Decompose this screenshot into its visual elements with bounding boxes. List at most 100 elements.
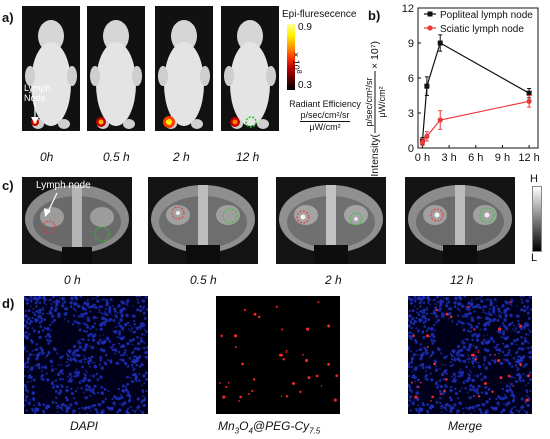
micrograph-signal [92,374,96,378]
micrograph-signal [24,395,29,399]
micrograph-signal [59,413,62,414]
micrograph-signal [98,335,101,337]
micrograph-signal [45,303,47,306]
micrograph-signal [72,397,76,400]
micrograph-signal [525,398,529,402]
micrograph-signal [440,352,443,355]
micrograph-signal [113,395,117,399]
micrograph-signal [422,402,425,405]
micrograph-signal [469,325,474,329]
micrograph-signal [43,301,46,304]
micrograph-signal [495,346,498,349]
micrograph-signal [511,407,514,410]
micrograph-signal [486,334,489,336]
micrograph-signal [501,362,504,365]
micrograph-signal [517,410,521,413]
micrograph-signal [514,330,517,333]
micrograph-signal [485,298,488,301]
micrograph-signal [419,343,422,346]
scale-high-label: H [530,173,538,185]
micrograph-signal [125,387,127,389]
micrograph-signal [53,318,57,322]
micrograph-signal [42,403,46,406]
micrograph-signal [452,372,456,376]
micrograph-signal [485,312,488,315]
micrograph-signal [317,301,320,304]
micrograph-signal [146,346,148,349]
micrograph-signal [126,375,129,379]
micrograph-signal [415,340,418,344]
micrograph-signal [483,411,488,414]
micrograph-signal [69,305,73,308]
mri-image-2h [276,177,386,264]
colorbar-min: 0.3 [298,80,312,91]
micrograph-signal [412,334,415,338]
micrograph-signal [103,361,106,364]
micrograph-signal [54,368,57,370]
micrograph-signal [476,374,480,378]
micrograph-signal [118,342,121,345]
micrograph-signal [135,409,137,411]
micrograph-signal [504,393,507,396]
micrograph-signal [32,329,36,333]
micrograph-signal [107,390,110,393]
micrograph-signal [139,328,142,330]
micrograph-signal [33,411,37,414]
micrograph-signal [489,303,493,307]
micrograph-signal [98,309,101,312]
micrograph-signal [69,358,73,362]
micrograph-signal [484,366,489,370]
x-tick-label: 6 h [468,152,483,164]
micrograph-signal [100,391,104,395]
micrograph-signal [512,397,515,400]
micrograph-signal [25,409,28,412]
micrograph-signal [73,349,77,354]
micrograph-signal [117,396,121,401]
micrograph-signal [528,350,532,355]
micrograph-signal [449,398,453,402]
micrograph-signal [421,314,425,319]
legend-marker [427,25,433,31]
micrograph-signal [91,297,94,300]
micrograph-signal [461,371,464,374]
micrograph-signal [78,341,82,345]
data-point [419,139,426,145]
micrograph-signal [408,346,411,349]
micrograph-signal [70,391,74,395]
micrograph-signal [430,312,433,315]
micrograph-signal [470,412,473,414]
micrograph-signal [50,315,54,319]
micrograph-signal [81,406,84,409]
micrograph-signal [102,349,106,352]
micrograph-signal [62,403,65,405]
micrograph-signal [449,385,453,389]
micrograph-signal [86,299,89,302]
micrograph-signal [506,404,508,407]
micrograph-signal [459,368,462,371]
micrograph-signal [135,363,139,367]
micrograph-signal [462,381,465,384]
micrograph-signal [408,388,412,392]
micrograph-signal [439,348,441,351]
micrograph-signal [123,322,128,327]
micrograph-signal [79,380,82,382]
micrograph-signal [88,388,92,392]
micrograph-signal [106,406,108,409]
micrograph-signal [257,315,261,319]
micrograph-signal [282,358,285,361]
micrograph-signal [510,342,514,346]
y-tick-label: 3 [408,108,414,120]
micrograph-signal [73,402,76,405]
micrograph-signal [512,385,515,387]
micrograph-signal [103,339,107,344]
micrograph-signal [281,328,284,331]
micrograph-signal [418,406,421,409]
micrograph-signal [503,354,507,357]
micrograph-signal [482,363,486,366]
micrograph-signal [37,366,41,370]
micrograph-signal [140,362,144,367]
micrograph-signal [54,389,58,393]
micrograph-signal [451,320,454,323]
micrograph-signal [127,393,131,397]
micrograph-signal [132,409,134,412]
